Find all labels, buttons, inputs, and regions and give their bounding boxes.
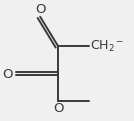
Text: O: O — [35, 3, 45, 16]
Text: O: O — [3, 68, 13, 81]
Text: O: O — [53, 102, 64, 115]
Text: CH$_2$$^-$: CH$_2$$^-$ — [90, 39, 125, 54]
